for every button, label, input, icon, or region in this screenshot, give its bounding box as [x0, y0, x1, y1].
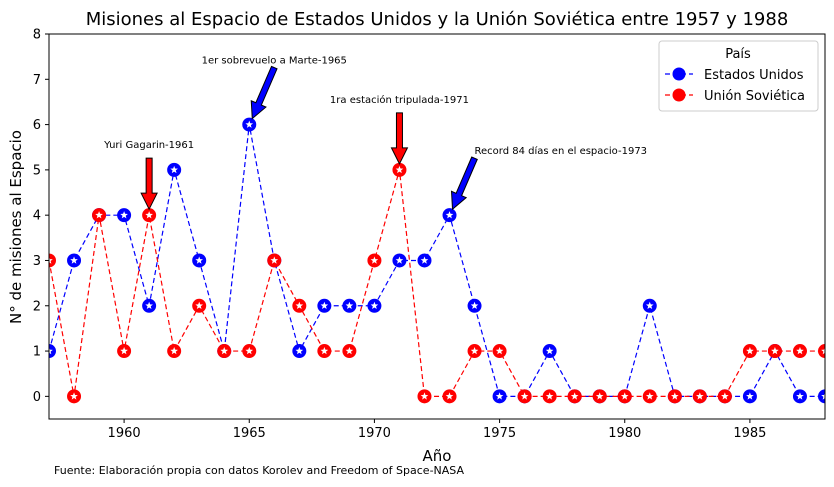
data-point [49, 253, 56, 268]
data-point-star [220, 347, 229, 355]
legend-label-union-sovietica: Unión Soviética [704, 89, 805, 104]
annotation-label-0: Yuri Gagarin-1961 [103, 140, 194, 151]
data-point-star [170, 165, 178, 174]
series-estados-unidos [49, 117, 825, 404]
data-point-star [70, 392, 78, 400]
y-tick-label: 6 [33, 118, 41, 133]
x-tick-label: 1970 [358, 426, 391, 441]
data-point-star [295, 301, 304, 309]
data-point [818, 344, 825, 359]
data-point-star [320, 347, 329, 355]
data-point-star [145, 301, 153, 309]
data-point-star [395, 256, 404, 264]
y-tick-label: 8 [33, 28, 41, 43]
data-point-star [545, 347, 554, 355]
data-point-star [445, 392, 454, 400]
x-axis-label: Año [423, 447, 452, 465]
data-point-star [320, 301, 329, 309]
data-point-star [49, 256, 53, 264]
x-tick-label: 1960 [108, 426, 141, 441]
data-point-star [721, 392, 729, 400]
source-note: Fuente: Elaboración propia con datos Kor… [54, 464, 464, 477]
data-point [49, 344, 56, 359]
data-point-star [245, 347, 254, 355]
y-tick-label: 7 [33, 73, 41, 88]
data-point-star [120, 211, 128, 219]
data-point-star [295, 347, 304, 355]
data-point-star [445, 211, 454, 219]
plot-area: 1960 1965 1970 1975 1980 1985 0 1 2 3 4 5 6 7 8 Yuri Ga… [33, 28, 825, 441]
data-point-star [95, 211, 103, 219]
plot-frame [48, 33, 826, 420]
legend-marker-union-sovietica [672, 88, 686, 102]
annotation-label-1: 1er sobrevuelo a Marte-1965 [202, 56, 347, 67]
series-union-sovietica [49, 162, 825, 404]
annotation-arrow-0 [140, 157, 158, 211]
data-point-star [345, 301, 354, 309]
x-tick-label: 1980 [608, 426, 641, 441]
y-tick-label: 5 [33, 163, 41, 178]
x-tick-label: 1965 [233, 426, 266, 441]
data-point-star [49, 347, 53, 355]
data-point-star [420, 392, 429, 400]
data-point-star [245, 120, 254, 128]
y-axis-label: N° de misiones al Espacio [7, 130, 25, 324]
annotation-arrow-1 [250, 65, 278, 120]
data-point-star [570, 392, 579, 400]
data-point-star [746, 392, 754, 400]
data-point-star [645, 301, 654, 309]
x-tick-label: 1975 [483, 426, 516, 441]
data-point-star [420, 256, 429, 264]
data-point-star [671, 392, 679, 400]
data-point-star [696, 392, 704, 400]
data-point-star [195, 256, 203, 264]
data-point-star [120, 347, 128, 355]
annotation-label-3: Record 84 días en el espacio-1973 [475, 145, 648, 157]
series-line [49, 169, 825, 397]
x-tick-label: 1985 [733, 426, 766, 441]
legend-title: País [725, 47, 751, 62]
data-point-star [520, 392, 529, 400]
annotation-arrow-3 [450, 156, 478, 211]
data-point-star [495, 347, 504, 355]
legend-box [658, 40, 819, 112]
data-point-star [821, 392, 825, 400]
y-tick-label: 0 [33, 390, 41, 405]
data-point-star [370, 301, 379, 309]
data-point-star [370, 256, 379, 264]
data-point-star [345, 347, 354, 355]
data-point-star [796, 392, 804, 400]
y-tick-label: 4 [33, 209, 41, 224]
data-point-star [620, 392, 629, 400]
data-point-star [195, 301, 203, 309]
data-point-star [595, 392, 604, 400]
y-tick-label: 1 [33, 345, 41, 360]
data-point-star [746, 347, 754, 355]
data-point-star [821, 347, 825, 355]
data-point-star [796, 347, 804, 355]
data-point-star [270, 256, 279, 264]
annotation-label-2: 1ra estación tripulada-1971 [330, 94, 469, 106]
series-line [49, 124, 825, 397]
legend-marker-estados-unidos [672, 67, 686, 81]
data-point-star [771, 347, 779, 355]
y-tick-label: 3 [33, 254, 41, 269]
legend-label-estados-unidos: Estados Unidos [704, 68, 804, 83]
data-point-star [470, 301, 479, 309]
data-point-star [395, 165, 404, 174]
data-point-star [645, 392, 654, 400]
chart-title: Misiones al Espacio de Estados Unidos y … [86, 9, 789, 30]
data-point-star [145, 211, 153, 219]
legend: País Estados Unidos Unión Soviética [658, 40, 819, 112]
annotation-arrow-2 [390, 112, 409, 166]
data-point-star [545, 392, 554, 400]
data-point-star [495, 392, 504, 400]
data-point-star [170, 347, 178, 355]
data-point [818, 389, 825, 404]
y-tick-label: 2 [33, 299, 41, 314]
data-point-star [70, 256, 78, 264]
data-point-star [470, 347, 479, 355]
